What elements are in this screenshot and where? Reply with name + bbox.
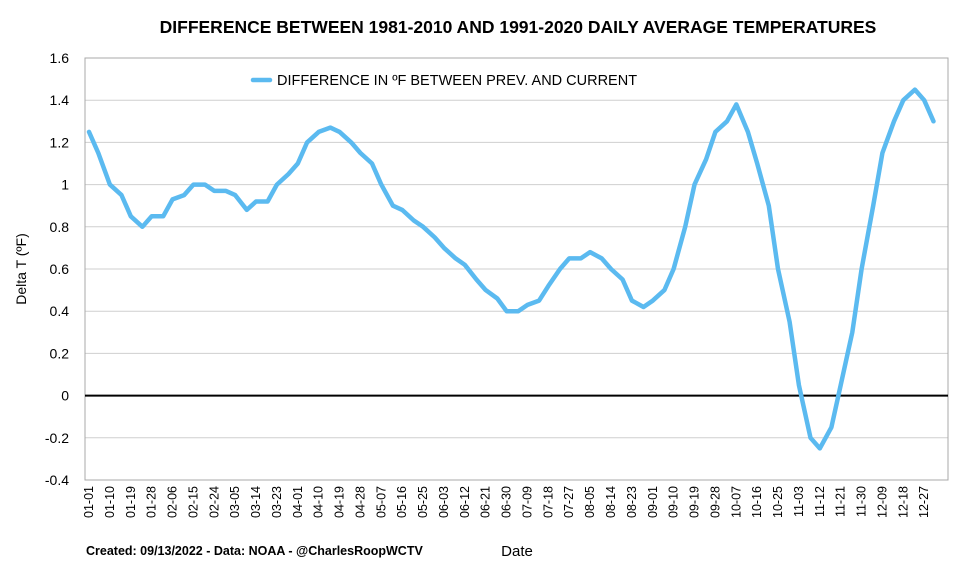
x-tick-label: 11-03 [792, 486, 806, 517]
x-tick-label: 10-25 [771, 486, 785, 518]
x-axis-label: Date [501, 543, 533, 560]
y-tick-label: 0.2 [50, 345, 70, 361]
x-tick-label: 07-09 [520, 486, 534, 518]
x-tick-label: 02-06 [166, 486, 180, 518]
x-tick-label: 07-27 [562, 486, 576, 518]
x-tick-label: 08-23 [625, 486, 639, 518]
y-tick-label: 0.6 [50, 261, 70, 277]
x-tick-label: 06-03 [437, 486, 451, 518]
chart-title: DIFFERENCE BETWEEN 1981-2010 AND 1991-20… [160, 17, 877, 37]
x-tick-label: 11-30 [855, 486, 869, 517]
x-tick-label: 03-23 [270, 486, 284, 518]
x-tick-label: 01-28 [145, 486, 159, 518]
x-tick-label: 10-07 [729, 486, 743, 518]
x-tick-label: 12-27 [917, 486, 931, 518]
x-tick-label: 01-10 [103, 486, 117, 518]
x-tick-label: 01-01 [82, 486, 96, 518]
series-line-difference [86, 87, 936, 451]
y-tick-label: 0.4 [50, 303, 70, 319]
x-tick-label: 02-24 [207, 486, 221, 518]
x-tick-label: 05-25 [416, 486, 430, 518]
x-tick-label: 02-15 [186, 486, 200, 518]
x-tick-label: 09-19 [688, 486, 702, 518]
y-tick-label: 1.4 [50, 92, 70, 108]
x-tick-label: 03-05 [228, 486, 242, 518]
x-tick-label: 04-10 [312, 486, 326, 518]
x-tick-label: 11-21 [834, 486, 848, 517]
x-tick-label: 04-01 [291, 486, 305, 518]
x-tick-label: 07-18 [541, 486, 555, 518]
legend-label: DIFFERENCE IN ºF BETWEEN PREV. AND CURRE… [277, 73, 637, 89]
x-tick-label: 04-28 [353, 486, 367, 518]
y-tick-label: 1.6 [50, 50, 70, 66]
y-tick-label: 0 [61, 388, 69, 404]
credit-text: Created: 09/13/2022 - Data: NOAA - @Char… [86, 544, 423, 558]
x-tick-label: 09-28 [708, 486, 722, 518]
y-axis-ticks: -0.4 -0.2 0 0.2 0.4 0.6 0.8 1 1.2 1.4 1.6 [45, 50, 69, 488]
x-tick-label: 10-16 [750, 486, 764, 518]
y-tick-label: 0.8 [50, 219, 70, 235]
x-tick-label: 09-10 [667, 486, 681, 518]
plot-frame [84, 57, 949, 481]
x-tick-label: 11-12 [813, 486, 827, 517]
x-tick-label: 12-18 [896, 486, 910, 518]
x-axis-ticks: 01-01 01-10 01-19 01-28 02-06 02-15 02-24 03-05… [82, 486, 931, 518]
legend: DIFFERENCE IN ºF BETWEEN PREV. AND CURRE… [250, 73, 637, 89]
x-tick-label: 03-14 [249, 486, 263, 518]
x-tick-label: 01-19 [124, 486, 138, 518]
x-tick-label: 04-19 [333, 486, 347, 518]
y-tick-label: 1 [61, 177, 69, 193]
y-tick-label: 1.2 [50, 134, 70, 150]
y-tick-label: -0.2 [45, 430, 69, 446]
x-tick-label: 12-09 [875, 486, 889, 518]
x-tick-label: 09-01 [646, 486, 660, 518]
x-tick-label: 08-05 [583, 486, 597, 518]
x-tick-label: 05-07 [374, 486, 388, 518]
y-tick-label: -0.4 [45, 472, 69, 488]
y-axis-label: Delta T (ºF) [13, 233, 29, 305]
x-tick-label: 08-14 [604, 486, 618, 518]
x-tick-label: 06-12 [458, 486, 472, 518]
x-tick-label: 05-16 [395, 486, 409, 518]
x-tick-label: 06-21 [479, 486, 493, 518]
x-tick-label: 06-30 [500, 486, 514, 518]
gridlines [85, 99, 948, 439]
